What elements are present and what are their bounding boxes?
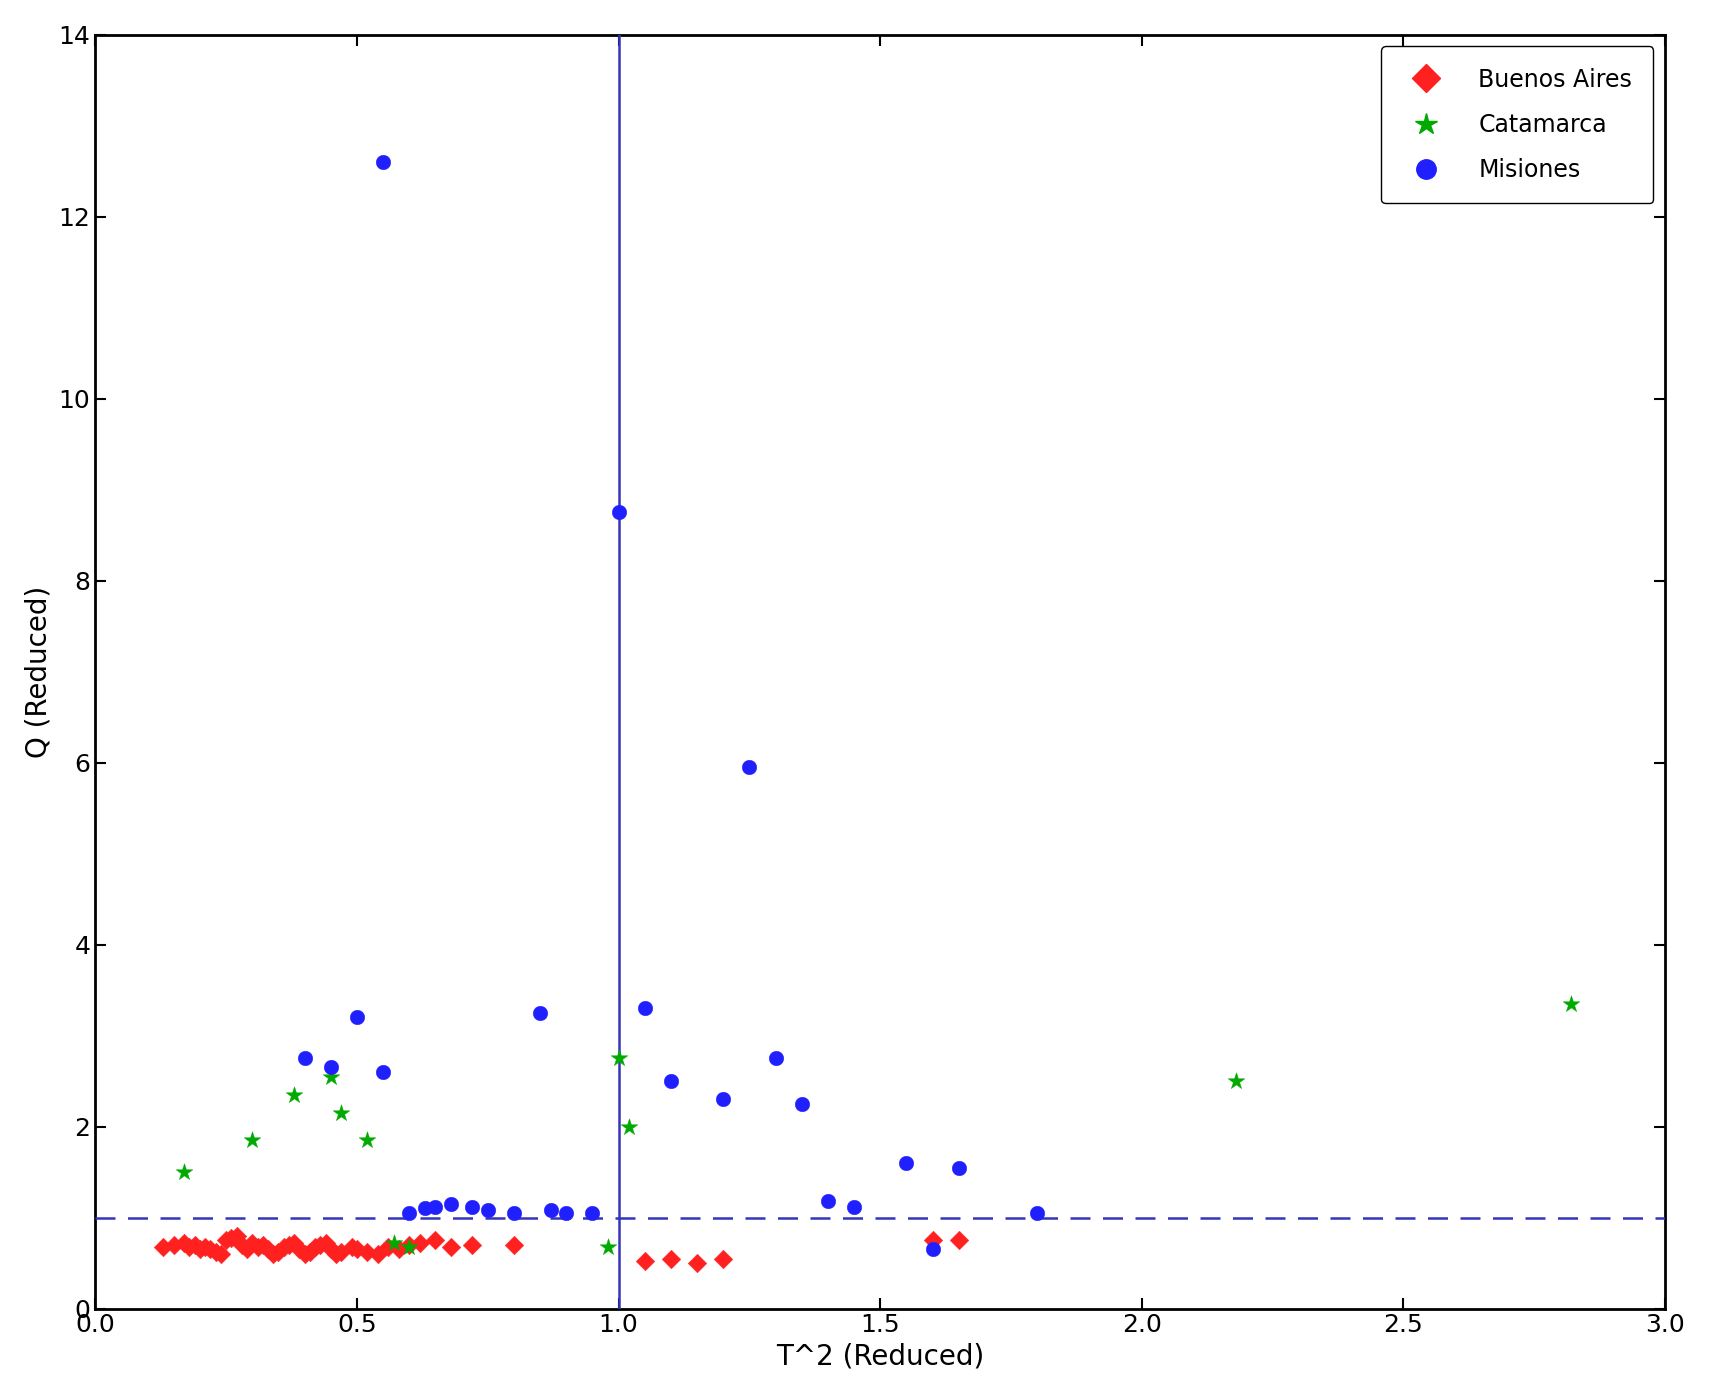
Point [197,1238,224,1261]
Point [222,1224,250,1247]
Point [501,1202,528,1224]
Point [227,1234,255,1256]
Point [344,1007,371,1029]
Point [369,151,397,173]
Point [458,1234,486,1256]
Point [631,1249,658,1272]
Point [501,1234,528,1256]
Point [339,1235,366,1258]
Point [212,1228,239,1251]
Point [537,1199,564,1222]
Point [316,1057,344,1079]
Point [217,1227,245,1249]
Point [275,1234,303,1256]
Point [616,1115,643,1138]
Point [260,1242,287,1265]
Point [306,1234,333,1256]
Point [918,1238,946,1261]
Legend: Buenos Aires, Catamarca, Misiones: Buenos Aires, Catamarca, Misiones [1382,46,1654,204]
Point [788,1093,816,1115]
Point [316,1065,344,1087]
Point [186,1238,214,1261]
Point [296,1241,323,1263]
Point [233,1238,260,1261]
Point [321,1242,349,1265]
Point [291,1047,318,1069]
Point [270,1235,298,1258]
Point [474,1199,501,1222]
Point [395,1235,422,1258]
Point [840,1195,867,1217]
Point [946,1228,973,1251]
Point [250,1234,277,1256]
Point [1223,1069,1250,1092]
Point [171,1161,198,1184]
Point [605,501,633,524]
Point [631,997,658,1019]
Point [192,1235,219,1258]
Point [595,1235,622,1258]
Point [710,1248,737,1270]
Point [364,1242,392,1265]
Point [946,1156,973,1178]
Point [316,1238,344,1261]
Point [328,1241,356,1263]
Point [245,1235,272,1258]
Point [354,1129,381,1152]
Point [422,1195,450,1217]
Point [814,1189,841,1212]
Point [578,1202,605,1224]
Point [380,1231,407,1254]
Point [422,1228,450,1251]
Point [344,1238,371,1261]
X-axis label: T^2 (Reduced): T^2 (Reduced) [776,1343,985,1371]
Point [395,1234,422,1256]
Point [657,1069,684,1092]
Point [239,1129,267,1152]
Point [552,1202,580,1224]
Point [527,1002,554,1025]
Point [181,1234,209,1256]
Point [280,1083,308,1106]
Point [458,1195,486,1217]
Point [328,1101,356,1124]
Point [171,1231,198,1254]
Point [657,1248,684,1270]
Point [161,1234,188,1256]
Point [405,1231,433,1254]
Point [311,1231,339,1254]
Point [265,1241,292,1263]
Point [710,1087,737,1110]
Point [893,1152,920,1174]
Point [374,1235,402,1258]
Point [255,1238,282,1261]
Point [438,1192,465,1215]
Y-axis label: Q (Reduced): Q (Reduced) [26,585,53,758]
Point [1024,1202,1052,1224]
Point [202,1241,229,1263]
Point [286,1238,313,1261]
Point [301,1235,328,1258]
Point [385,1238,412,1261]
Point [1558,993,1585,1015]
Point [918,1228,946,1251]
Point [763,1047,790,1069]
Point [176,1235,203,1258]
Point [605,1047,633,1069]
Point [369,1061,397,1083]
Point [354,1241,381,1263]
Point [684,1252,711,1275]
Point [395,1202,422,1224]
Point [735,755,763,778]
Point [150,1235,178,1258]
Point [291,1242,318,1265]
Point [438,1235,465,1258]
Point [207,1242,234,1265]
Point [412,1198,439,1220]
Point [239,1231,267,1254]
Point [280,1231,308,1254]
